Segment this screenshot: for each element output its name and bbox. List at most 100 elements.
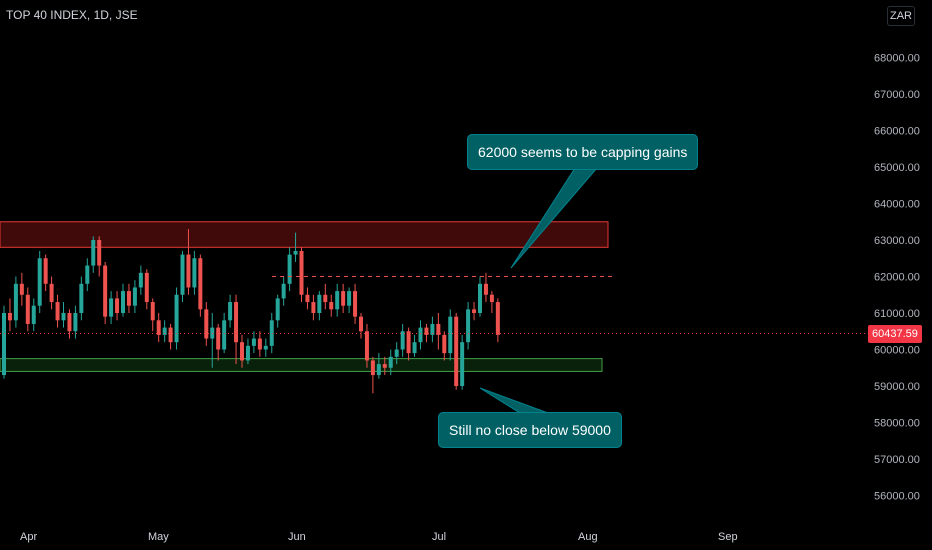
candle-body bbox=[7, 313, 12, 321]
candle-body bbox=[49, 283, 54, 303]
candle-body bbox=[329, 302, 334, 310]
candle-body bbox=[257, 338, 262, 350]
candle-body bbox=[359, 316, 363, 332]
candle-body bbox=[13, 283, 18, 321]
zones-layer bbox=[0, 221, 609, 372]
candle-body bbox=[150, 302, 155, 321]
currency-button[interactable]: ZAR bbox=[887, 6, 915, 26]
candle-body bbox=[376, 364, 381, 376]
candle-body bbox=[472, 309, 477, 313]
candle-body bbox=[198, 258, 203, 310]
candle-body bbox=[495, 302, 500, 335]
candle-body bbox=[61, 313, 66, 321]
candle-body bbox=[382, 364, 387, 368]
candle-body bbox=[186, 254, 191, 288]
annotation-top[interactable]: 62000 seems to be capping gains bbox=[467, 134, 699, 170]
candle-body bbox=[79, 283, 84, 313]
candle-body bbox=[132, 287, 137, 306]
candle-body bbox=[240, 342, 244, 361]
candle-body bbox=[317, 294, 322, 313]
candle-body bbox=[115, 298, 120, 313]
x-tick-label: Aug bbox=[578, 531, 598, 543]
candle-body bbox=[293, 250, 298, 255]
candle-body bbox=[204, 309, 209, 339]
candle-body bbox=[305, 294, 310, 303]
candle-body bbox=[263, 345, 268, 350]
x-tick-label: Jul bbox=[432, 531, 446, 543]
candle-body bbox=[251, 338, 256, 346]
candle-body bbox=[73, 313, 78, 332]
candle-body bbox=[388, 356, 393, 368]
candle-body bbox=[442, 334, 447, 354]
y-tick-label: 58000.00 bbox=[874, 418, 920, 430]
candle-body bbox=[43, 258, 48, 284]
y-tick-label: 64000.00 bbox=[874, 199, 920, 211]
candle-body bbox=[370, 360, 375, 376]
candle-body bbox=[287, 254, 292, 284]
support-zone bbox=[0, 358, 603, 372]
x-tick-label: Jun bbox=[288, 531, 306, 543]
candle-body bbox=[269, 320, 274, 346]
candle-body bbox=[364, 331, 369, 361]
candle-body bbox=[19, 283, 24, 295]
y-tick-label: 63000.00 bbox=[874, 235, 920, 247]
price-axis[interactable]: 56000.00 57000.00 58000.00 59000.00 60000.00… bbox=[874, 53, 920, 503]
candle-body bbox=[174, 294, 179, 343]
candle-body bbox=[478, 283, 482, 313]
candle-body bbox=[222, 320, 227, 350]
candle-body bbox=[144, 272, 149, 303]
y-tick-label: 62000.00 bbox=[874, 272, 920, 284]
y-tick-label: 61000.00 bbox=[874, 308, 920, 320]
candle-body bbox=[55, 302, 60, 321]
candle-body bbox=[25, 294, 30, 324]
y-tick-label: 65000.00 bbox=[874, 162, 920, 174]
candle-body bbox=[483, 283, 488, 295]
candle-body bbox=[353, 291, 358, 317]
time-axis[interactable]: Apr May Jun Jul Aug Sep bbox=[20, 531, 738, 543]
y-tick-label: 60000.00 bbox=[874, 345, 920, 357]
candle-body bbox=[418, 327, 423, 343]
candle-body bbox=[275, 298, 280, 321]
candle-body bbox=[234, 302, 239, 343]
candle-body bbox=[335, 291, 340, 310]
candle-body bbox=[2, 313, 6, 376]
candle-body bbox=[228, 302, 233, 321]
candle-body bbox=[394, 349, 399, 357]
y-tick-label: 67000.00 bbox=[874, 89, 920, 101]
candle-body bbox=[448, 316, 453, 354]
candle-body bbox=[180, 254, 185, 295]
overlay-layer bbox=[0, 167, 868, 414]
candle-body bbox=[466, 309, 471, 343]
y-tick-label: 57000.00 bbox=[874, 454, 920, 466]
x-tick-label: May bbox=[148, 531, 169, 543]
annotation-bottom[interactable]: Still no close below 59000 bbox=[438, 412, 622, 448]
resistance-zone bbox=[0, 221, 609, 248]
candle-body bbox=[341, 291, 346, 306]
candle-body bbox=[126, 291, 131, 306]
candle-body bbox=[245, 345, 250, 361]
candle-body bbox=[138, 272, 143, 288]
candle-body bbox=[412, 342, 417, 354]
candle-body bbox=[67, 313, 72, 332]
candle-body bbox=[103, 265, 108, 317]
candle-body bbox=[216, 327, 221, 350]
y-tick-label: 56000.00 bbox=[874, 491, 920, 503]
candle-body bbox=[91, 240, 96, 266]
candle-body bbox=[97, 240, 102, 266]
y-tick-label: 68000.00 bbox=[874, 53, 920, 65]
candle-body bbox=[311, 302, 316, 313]
candle-body bbox=[37, 258, 42, 306]
candle-body bbox=[424, 327, 429, 335]
candle-body bbox=[31, 305, 36, 324]
y-tick-label: 66000.00 bbox=[874, 126, 920, 138]
candle-body bbox=[192, 258, 197, 288]
candle-body bbox=[400, 331, 405, 350]
x-tick-label: Sep bbox=[718, 531, 738, 543]
candle-body bbox=[454, 316, 459, 386]
candle-body bbox=[281, 283, 286, 299]
candle-body bbox=[299, 250, 304, 295]
candle-body bbox=[323, 294, 328, 303]
candle-body bbox=[162, 327, 167, 335]
candle-body bbox=[489, 294, 494, 303]
